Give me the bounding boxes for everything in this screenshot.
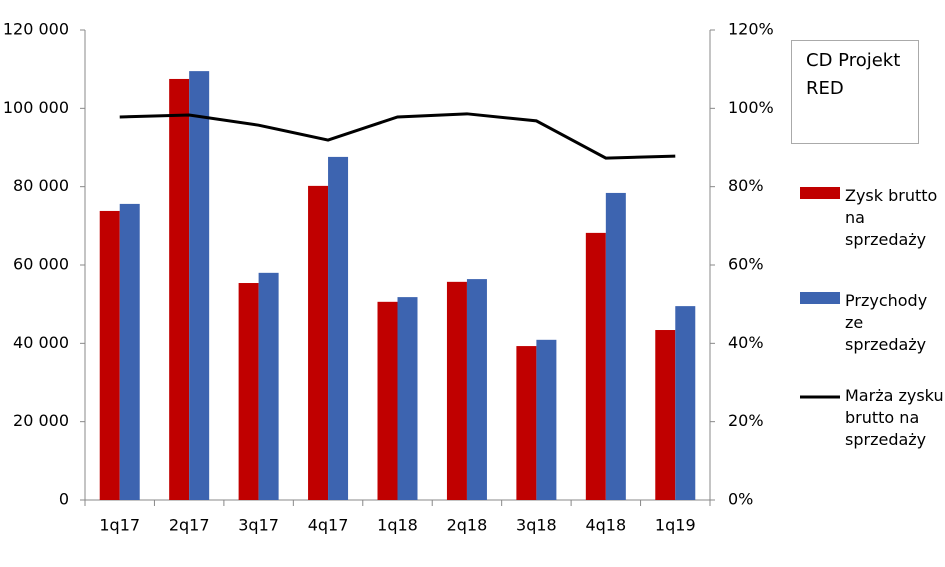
bar — [238, 283, 259, 500]
bar — [585, 232, 606, 500]
bar — [675, 306, 696, 500]
y-tick-label: 0 — [59, 490, 69, 509]
y-tick-label: 60 000 — [13, 255, 69, 274]
bar — [397, 297, 418, 500]
y-tick-label: 100 000 — [3, 98, 69, 117]
x-tick-label: 1q17 — [99, 516, 140, 535]
bar — [169, 78, 190, 500]
bar — [308, 185, 329, 500]
x-tick-label: 4q18 — [585, 516, 626, 535]
bar — [377, 301, 398, 500]
bar — [258, 272, 279, 500]
bar — [466, 279, 487, 500]
y2-tick-label: 120% — [728, 20, 774, 39]
y-tick-label: 40 000 — [13, 333, 69, 352]
bar — [189, 71, 210, 500]
legend-label: Przychody ze sprzedaży — [845, 291, 928, 354]
annotation-box: CD Projekt RED — [791, 40, 919, 144]
legend-swatch — [800, 292, 840, 304]
bar — [99, 210, 120, 500]
legend-swatch — [800, 187, 840, 199]
y2-tick-label: 40% — [728, 333, 764, 352]
x-tick-label: 3q17 — [238, 516, 279, 535]
bar — [655, 330, 676, 500]
bar — [536, 339, 557, 500]
legend-label: Zysk brutto na sprzedaży — [845, 186, 938, 249]
y-tick-label: 80 000 — [13, 176, 69, 195]
y2-tick-label: 0% — [728, 490, 753, 509]
y2-tick-label: 20% — [728, 411, 764, 430]
bar — [605, 192, 626, 500]
y-tick-label: 120 000 — [3, 20, 69, 39]
x-tick-label: 2q17 — [169, 516, 210, 535]
x-tick-label: 4q17 — [308, 516, 349, 535]
bar — [516, 346, 537, 500]
x-tick-label: 3q18 — [516, 516, 557, 535]
y2-tick-label: 100% — [728, 98, 774, 117]
y2-tick-label: 80% — [728, 176, 764, 195]
x-tick-label: 1q19 — [655, 516, 696, 535]
x-tick-label: 2q18 — [447, 516, 488, 535]
bar — [328, 156, 349, 500]
bar — [119, 203, 140, 500]
annotation: CD Projekt RED — [806, 50, 901, 99]
y2-tick-label: 60% — [728, 255, 764, 274]
y-tick-label: 20 000 — [13, 411, 69, 430]
bar — [446, 281, 467, 500]
legend-label: Marża zysku brutto na sprzedaży — [845, 386, 944, 449]
line — [119, 112, 676, 160]
x-tick-label: 1q18 — [377, 516, 418, 535]
